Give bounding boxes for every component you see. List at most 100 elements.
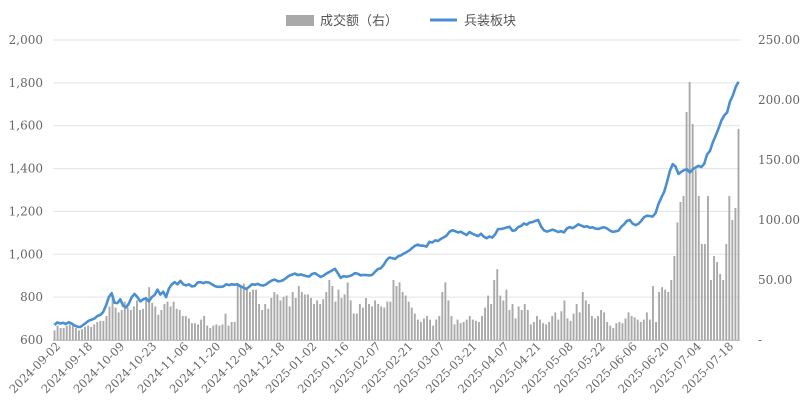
volume-bar (307, 294, 309, 340)
volume-bar (508, 310, 511, 340)
volume-bar (248, 292, 251, 340)
volume-bar (282, 296, 285, 340)
volume-bar (294, 298, 297, 340)
volume-bar (297, 286, 300, 340)
volume-bar (520, 310, 523, 340)
volume-bar (270, 298, 273, 340)
volume-bar (532, 322, 535, 340)
volume-bar (633, 317, 636, 340)
volume-bar (694, 169, 697, 340)
volume-bar (587, 304, 590, 340)
volume-bar (474, 320, 477, 340)
volume-bar (59, 328, 62, 340)
volume-bar (471, 319, 474, 340)
volume-bar (102, 320, 105, 340)
volume-bar (160, 310, 163, 340)
volume-bar (218, 325, 221, 340)
volume-bar (325, 292, 328, 340)
volume-bar (352, 313, 355, 340)
legend-bar-label: 成交额（右） (320, 13, 398, 29)
volume-bar (209, 328, 212, 340)
volume-bar (230, 322, 233, 340)
y-left-tick-label: 1,600 (9, 119, 43, 133)
volume-bar (658, 292, 661, 340)
volume-bar (361, 307, 364, 340)
volume-bar (548, 322, 551, 340)
volume-bar (563, 300, 566, 340)
volume-bar (316, 300, 319, 340)
volume-bar (200, 319, 203, 340)
volume-bar (181, 316, 184, 340)
volume-bar (319, 304, 322, 340)
volume-bar (624, 318, 627, 340)
volume-bar (139, 310, 141, 340)
volume-bar (279, 300, 282, 340)
volume-bar (731, 220, 734, 340)
volume-bar (636, 319, 639, 340)
y-left-tick-label: 1,200 (9, 204, 43, 218)
volume-bar (502, 300, 505, 340)
volume-bar (410, 307, 413, 340)
volume-bar (313, 304, 315, 340)
y-left-tick-label: 1,400 (9, 162, 43, 176)
volume-bar (154, 306, 157, 340)
volume-bar (670, 280, 673, 340)
volume-bar (389, 301, 392, 340)
volume-bar (96, 322, 99, 340)
volume-bar (456, 319, 459, 340)
volume-bar (68, 324, 71, 340)
volume-bar (710, 280, 712, 340)
volume-bar (664, 289, 667, 340)
volume-bar (145, 296, 148, 340)
volume-bar (590, 316, 593, 340)
volume-bar (203, 316, 206, 340)
volume-bar (245, 287, 248, 340)
volume-bar (221, 324, 224, 340)
volume-bar (328, 280, 331, 340)
volume-bar (575, 304, 578, 340)
volume-bar (673, 256, 676, 340)
volume-bar (273, 292, 276, 340)
volume-bar (539, 319, 541, 340)
volume-bar (728, 196, 731, 340)
y-left-tick-label: 1,800 (9, 76, 43, 90)
y-left-tick-label: 600 (20, 333, 43, 347)
volume-bar (407, 301, 410, 340)
volume-bar (377, 304, 380, 340)
volume-bar (722, 280, 725, 340)
volume-bar (655, 322, 657, 340)
y-right-tick-label: - (758, 333, 762, 347)
volume-bar (600, 310, 603, 340)
volume-bar (151, 302, 154, 340)
volume-bar (511, 304, 514, 340)
volume-bar (105, 316, 108, 340)
volume-bar (212, 325, 215, 340)
volume-bar (169, 306, 172, 340)
volume-bar (679, 202, 682, 340)
volume-bar (615, 323, 618, 340)
volume-bar (87, 325, 90, 340)
volume-bar (346, 282, 349, 340)
volume-bar (84, 326, 86, 340)
volume-bar (581, 292, 584, 340)
volume-bar (462, 322, 465, 340)
volume-bar (123, 301, 126, 340)
volume-bar (267, 308, 270, 340)
volume-bar (206, 325, 209, 340)
volume-bar (447, 300, 450, 340)
volume-bar (450, 316, 453, 340)
volume-bar (639, 322, 642, 340)
volume-bar (56, 325, 59, 340)
volume-bar (233, 322, 236, 340)
volume-bar (609, 325, 612, 340)
volume-bar (517, 306, 520, 340)
y-left-tick-label: 1,000 (9, 247, 43, 261)
volume-bar (365, 298, 367, 340)
volume-bar (459, 323, 462, 340)
volume-bar (175, 308, 178, 340)
volume-bar (322, 299, 325, 340)
volume-bar (716, 262, 719, 340)
volume-bar (368, 304, 370, 340)
volume-bar (239, 284, 242, 340)
